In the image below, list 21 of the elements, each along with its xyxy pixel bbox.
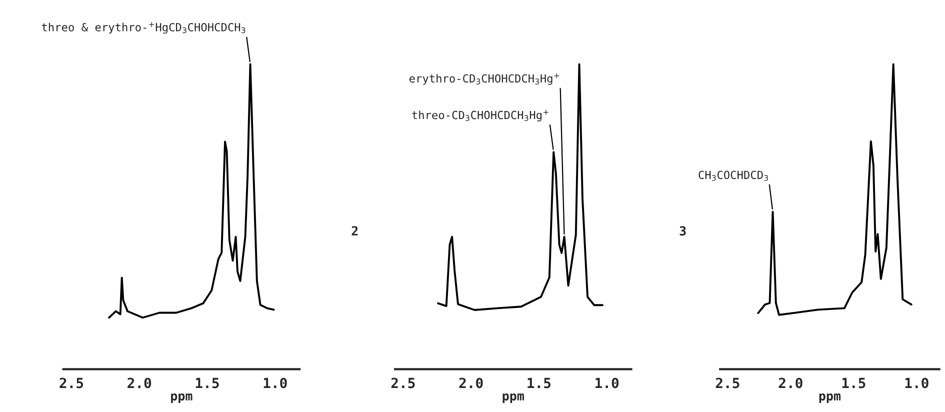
x-tick-label: 1.5 — [842, 378, 866, 388]
x-tick-label: 1.0 — [264, 378, 287, 388]
x-axis-title: ppm — [819, 393, 841, 404]
annotation: threo & erythro-$^{+}$HgCD$_{3}$CHOHCDCH$_{3}$ — [42, 22, 246, 34]
x-tick-label: 2.5 — [391, 378, 415, 388]
x-axis-title: ppm — [171, 393, 192, 404]
annotation: threo-CD$_{3}$CHOHCDCH$_{3}$Hg$^{+}$ — [412, 110, 548, 122]
x-tick-label: 2.5 — [716, 378, 740, 388]
x-tick-label: 1.0 — [905, 378, 928, 388]
x-tick-label: 1.0 — [596, 378, 619, 388]
annotation: erythro-CD$_{3}$CHOHCDCH$_{3}$Hg$^{+}$ — [409, 73, 560, 85]
x-tick-label: 2.5 — [60, 378, 84, 388]
text: 3 — [680, 226, 686, 236]
x-tick-label: 2.0 — [128, 378, 152, 388]
x-tick-label: 2.0 — [778, 378, 802, 388]
text: 2 — [352, 226, 358, 236]
x-tick-label: 2.0 — [459, 378, 483, 388]
x-tick-label: 1.5 — [196, 378, 219, 388]
x-tick-label: 1.5 — [528, 378, 551, 388]
annotation: CH$_{3}$COCHDCD$_{3}$ — [698, 170, 768, 181]
x-axis-title: ppm — [502, 393, 524, 404]
